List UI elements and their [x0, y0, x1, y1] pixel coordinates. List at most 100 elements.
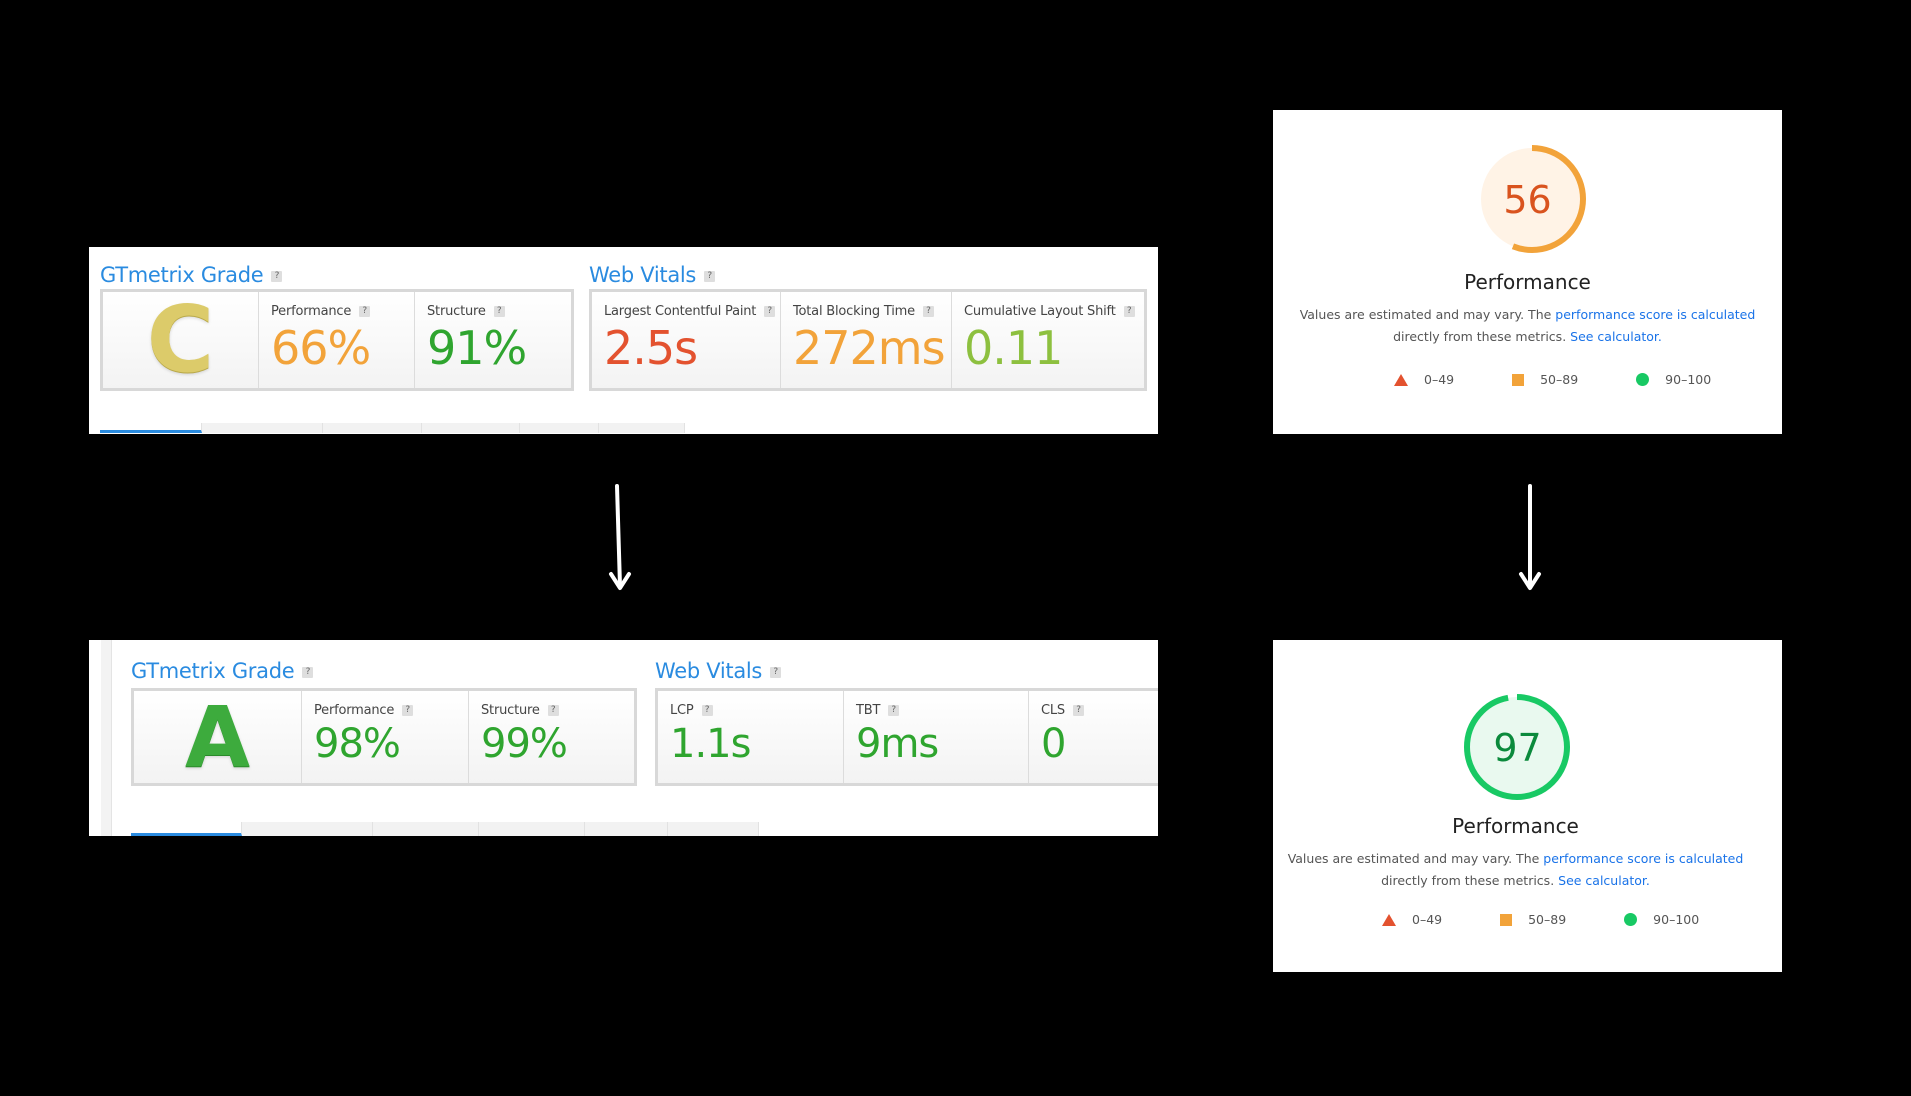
tab[interactable]	[599, 423, 685, 433]
tbt-metric: Total Blocking Time? 272ms	[781, 292, 952, 388]
performance-gauge	[1464, 694, 1570, 800]
tab-summary[interactable]	[131, 822, 242, 836]
cls-metric: Cumulative Layout Shift? 0.11	[952, 292, 1144, 388]
gtmetrix-grade-heading: GTmetrix Grade?	[100, 263, 283, 287]
help-icon[interactable]: ?	[359, 306, 371, 317]
performance-description: Values are estimated and may vary. The p…	[1287, 851, 1744, 888]
metric-value: 66%	[271, 321, 371, 375]
help-icon[interactable]: ?	[1123, 306, 1135, 317]
legend-pass: 90–100	[1636, 372, 1711, 387]
metric-value: 99%	[481, 721, 568, 767]
triangle-icon	[1394, 373, 1408, 386]
legend-fail: 0–49	[1394, 372, 1454, 387]
gauge-fill	[1481, 148, 1583, 250]
cls-metric: CLS? 0	[1029, 691, 1158, 783]
help-icon[interactable]: ?	[271, 270, 283, 282]
circle-icon	[1624, 913, 1638, 926]
tab[interactable]	[373, 822, 479, 836]
help-icon[interactable]: ?	[888, 705, 900, 716]
report-tabs	[100, 423, 685, 433]
arrow-down-icon	[609, 484, 631, 590]
tab[interactable]	[323, 423, 422, 433]
tab[interactable]	[520, 423, 599, 433]
help-icon[interactable]: ?	[764, 306, 776, 317]
metric-label: TBT	[856, 703, 881, 718]
metric-value: 272ms	[793, 321, 946, 375]
gauge-arc	[1464, 694, 1570, 800]
report-tabs	[131, 822, 759, 836]
help-icon[interactable]: ?	[704, 270, 716, 282]
grade-cell: A	[134, 691, 302, 783]
help-icon[interactable]: ?	[493, 306, 505, 317]
grade-cell: C	[103, 292, 259, 388]
gauge-arc	[1478, 145, 1586, 253]
legend-fail: 0–49	[1382, 912, 1442, 927]
metric-value: 0.11	[964, 321, 1063, 375]
metric-label: Total Blocking Time	[793, 304, 915, 319]
web-vitals-heading: Web Vitals?	[589, 263, 716, 287]
help-icon[interactable]: ?	[402, 705, 414, 716]
tab[interactable]	[242, 822, 373, 836]
performance-metric: Performance? 98%	[302, 691, 469, 783]
gauge-fill	[1467, 697, 1567, 797]
help-icon[interactable]: ?	[547, 705, 559, 716]
legend-pass: 90–100	[1624, 912, 1699, 927]
legend-average: 50–89	[1512, 372, 1578, 387]
metric-label: Performance	[271, 304, 352, 319]
metric-label: Largest Contentful Paint	[604, 304, 757, 319]
help-icon[interactable]: ?	[1072, 705, 1084, 716]
lighthouse-after-panel: 97 Performance Values are estimated and …	[1273, 640, 1782, 972]
help-icon[interactable]: ?	[770, 666, 782, 678]
web-vitals-heading: Web Vitals?	[655, 659, 782, 683]
help-icon[interactable]: ?	[302, 666, 314, 678]
metric-value: 1.1s	[670, 721, 751, 767]
see-calculator-link[interactable]: See calculator.	[1570, 329, 1662, 344]
tab-summary[interactable]	[100, 423, 202, 433]
web-vitals-box: Largest Contentful Paint? 2.5s Total Blo…	[589, 289, 1147, 391]
panel-left-edge	[101, 640, 112, 836]
square-icon	[1500, 913, 1513, 926]
metric-value: 0	[1041, 721, 1066, 767]
metric-label: Performance	[314, 703, 395, 718]
lighthouse-before-panel: 56 Performance Values are estimated and …	[1273, 110, 1782, 434]
performance-score: 97	[1493, 726, 1542, 770]
metric-value: 98%	[314, 721, 401, 767]
see-calculator-link[interactable]: See calculator.	[1558, 873, 1650, 888]
tab[interactable]	[668, 822, 759, 836]
gtmetrix-before-panel: GTmetrix Grade? Web Vitals? C Performanc…	[89, 247, 1158, 434]
score-legend: 0–49 50–89 90–100	[1382, 912, 1699, 927]
gtmetrix-grade-box: A Performance? 98% Structure? 99%	[131, 688, 637, 786]
metric-label: CLS	[1041, 703, 1065, 718]
gtmetrix-grade-box: C Performance? 66% Structure? 91%	[100, 289, 574, 391]
help-icon[interactable]: ?	[922, 306, 934, 317]
gtmetrix-after-panel: GTmetrix Grade? Web Vitals? A Performanc…	[89, 640, 1158, 836]
tab[interactable]	[422, 423, 520, 433]
grade-letter: A	[184, 688, 250, 786]
performance-score: 56	[1503, 178, 1552, 222]
grade-letter: C	[146, 286, 215, 393]
metric-value: 2.5s	[604, 321, 698, 375]
help-icon[interactable]: ?	[701, 705, 713, 716]
tab[interactable]	[585, 822, 668, 836]
metric-label: Structure	[481, 703, 540, 718]
score-calculated-link[interactable]: performance score is calculated	[1555, 307, 1756, 322]
metric-label: Structure	[427, 304, 486, 319]
lcp-metric: LCP? 1.1s	[658, 691, 844, 783]
structure-metric: Structure? 91%	[415, 292, 571, 388]
score-calculated-link[interactable]: performance score is calculated	[1543, 851, 1744, 866]
metric-value: 9ms	[856, 721, 939, 767]
score-legend: 0–49 50–89 90–100	[1394, 372, 1711, 387]
triangle-icon	[1382, 913, 1396, 926]
gtmetrix-grade-heading: GTmetrix Grade?	[131, 659, 314, 683]
web-vitals-box: LCP? 1.1s TBT? 9ms CLS? 0	[655, 688, 1158, 786]
performance-metric: Performance? 66%	[259, 292, 415, 388]
circle-icon	[1636, 373, 1650, 386]
tab[interactable]	[202, 423, 323, 433]
metric-value: 91%	[427, 321, 527, 375]
tbt-metric: TBT? 9ms	[844, 691, 1029, 783]
performance-title: Performance	[1464, 270, 1591, 294]
tab[interactable]	[479, 822, 585, 836]
performance-gauge	[1478, 145, 1586, 253]
square-icon	[1512, 373, 1525, 386]
arrow-down-icon	[1519, 484, 1541, 590]
